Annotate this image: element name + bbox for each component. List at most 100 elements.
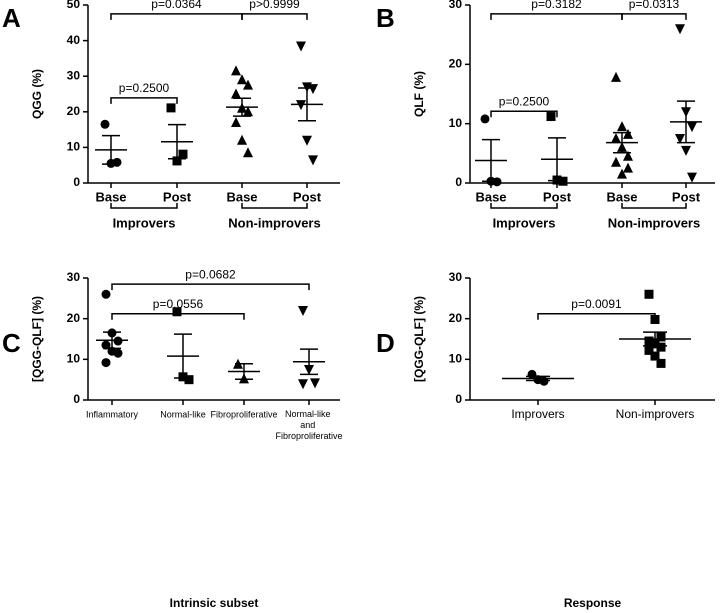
x-tick-label: Base (95, 189, 126, 204)
error-bar (298, 87, 316, 122)
point (296, 100, 306, 111)
error-bar (235, 363, 253, 381)
group-bracket (110, 203, 178, 209)
panel-letter: A (2, 3, 21, 33)
x-axis-label: Intrinsic subset (170, 596, 259, 610)
significance-bracket (490, 110, 558, 118)
y-tick-label: 0 (455, 392, 462, 406)
p-value: p=0.0556 (153, 297, 204, 311)
y-tick-label: 20 (449, 311, 463, 325)
error-bar (174, 333, 192, 379)
p-value: p=0.0313 (629, 0, 680, 11)
point (112, 157, 122, 167)
point (101, 289, 111, 299)
error-bar (526, 375, 550, 382)
y-tick-label: 20 (67, 104, 81, 118)
point (101, 340, 111, 350)
y-tick-label: 30 (67, 270, 81, 284)
y-axis-label: [QGG-QLF] (%) (30, 296, 44, 382)
error-bar (103, 331, 121, 350)
p-value: p=0.2500 (119, 81, 170, 95)
y-axis-label: QLF (%) (412, 71, 426, 117)
significance-bracket (490, 13, 623, 20)
point (644, 289, 654, 299)
x-tick-label: Inflammatory (86, 409, 139, 419)
p-value: p=0.3182 (531, 0, 582, 11)
group-bracket (621, 203, 687, 209)
y-tick-label: 50 (67, 0, 81, 11)
error-bar (168, 123, 186, 160)
y-tick-label: 30 (449, 270, 463, 284)
y-tick-label: 20 (449, 57, 463, 71)
error-bar (300, 348, 318, 376)
point (611, 133, 621, 143)
error-bar (233, 97, 251, 117)
significance-bracket (111, 283, 310, 291)
point (113, 336, 123, 346)
point (681, 145, 691, 156)
error-bar (677, 100, 695, 144)
point (243, 147, 253, 158)
y-tick-label: 10 (449, 116, 463, 130)
group-label: Improvers (493, 215, 556, 230)
x-axis-label: Response (564, 596, 622, 610)
point (308, 84, 318, 95)
error-bar (643, 331, 667, 347)
x-tick-label: Post (293, 189, 322, 204)
y-tick-label: 30 (67, 68, 81, 82)
point (310, 378, 320, 389)
point (617, 168, 627, 179)
y-axis-label: QGG (%) (30, 69, 44, 119)
point (178, 149, 188, 159)
point (243, 79, 253, 90)
point (172, 307, 182, 317)
point (623, 128, 633, 139)
point (623, 162, 633, 173)
y-tick-label: 10 (67, 140, 81, 154)
point (231, 88, 241, 99)
x-tick-label: Fibroproliferative (210, 409, 277, 419)
x-tick-label: Non-improvers (616, 407, 695, 421)
point (237, 74, 247, 85)
p-value: p=0.2500 (499, 94, 550, 108)
panel-letter: B (376, 3, 395, 33)
group-label: Non-improvers (608, 215, 700, 230)
point (237, 134, 247, 145)
x-tick-label: Post (543, 189, 572, 204)
point (656, 332, 666, 342)
p-value: p=0.0364 (151, 0, 202, 11)
point (617, 121, 627, 132)
x-tick-label: Normal-like (160, 409, 206, 419)
point (308, 155, 318, 166)
y-tick-label: 10 (449, 352, 463, 366)
y-axis-label: [QGG-QLF] (%) (412, 296, 426, 382)
y-tick-label: 40 (67, 33, 81, 47)
point (231, 65, 241, 76)
x-tick-label: Base (475, 189, 506, 204)
point (231, 116, 241, 127)
point (172, 156, 182, 166)
y-tick-label: 10 (67, 352, 81, 366)
point (611, 71, 621, 82)
p-value: p=0.0091 (571, 297, 622, 311)
point (100, 119, 110, 129)
group-label: Non-improvers (228, 215, 320, 230)
significance-bracket (241, 13, 308, 20)
x-tick-label: Normal-like and Fibroproliferative (275, 409, 342, 441)
significance-bracket (111, 313, 245, 320)
panel-letter: D (376, 328, 395, 358)
point (480, 114, 490, 124)
group-bracket (490, 203, 558, 209)
group-bracket (241, 203, 308, 209)
y-tick-label: 0 (73, 392, 80, 406)
point (687, 122, 697, 133)
error-bar (482, 138, 500, 182)
point (656, 342, 666, 352)
p-value: p=0.0682 (185, 267, 236, 281)
panel-letter: C (2, 328, 21, 358)
group-label: Improvers (113, 215, 176, 230)
significance-bracket (110, 13, 243, 20)
point (644, 336, 654, 346)
significance-bracket (621, 13, 687, 20)
x-tick-label: Base (226, 189, 257, 204)
